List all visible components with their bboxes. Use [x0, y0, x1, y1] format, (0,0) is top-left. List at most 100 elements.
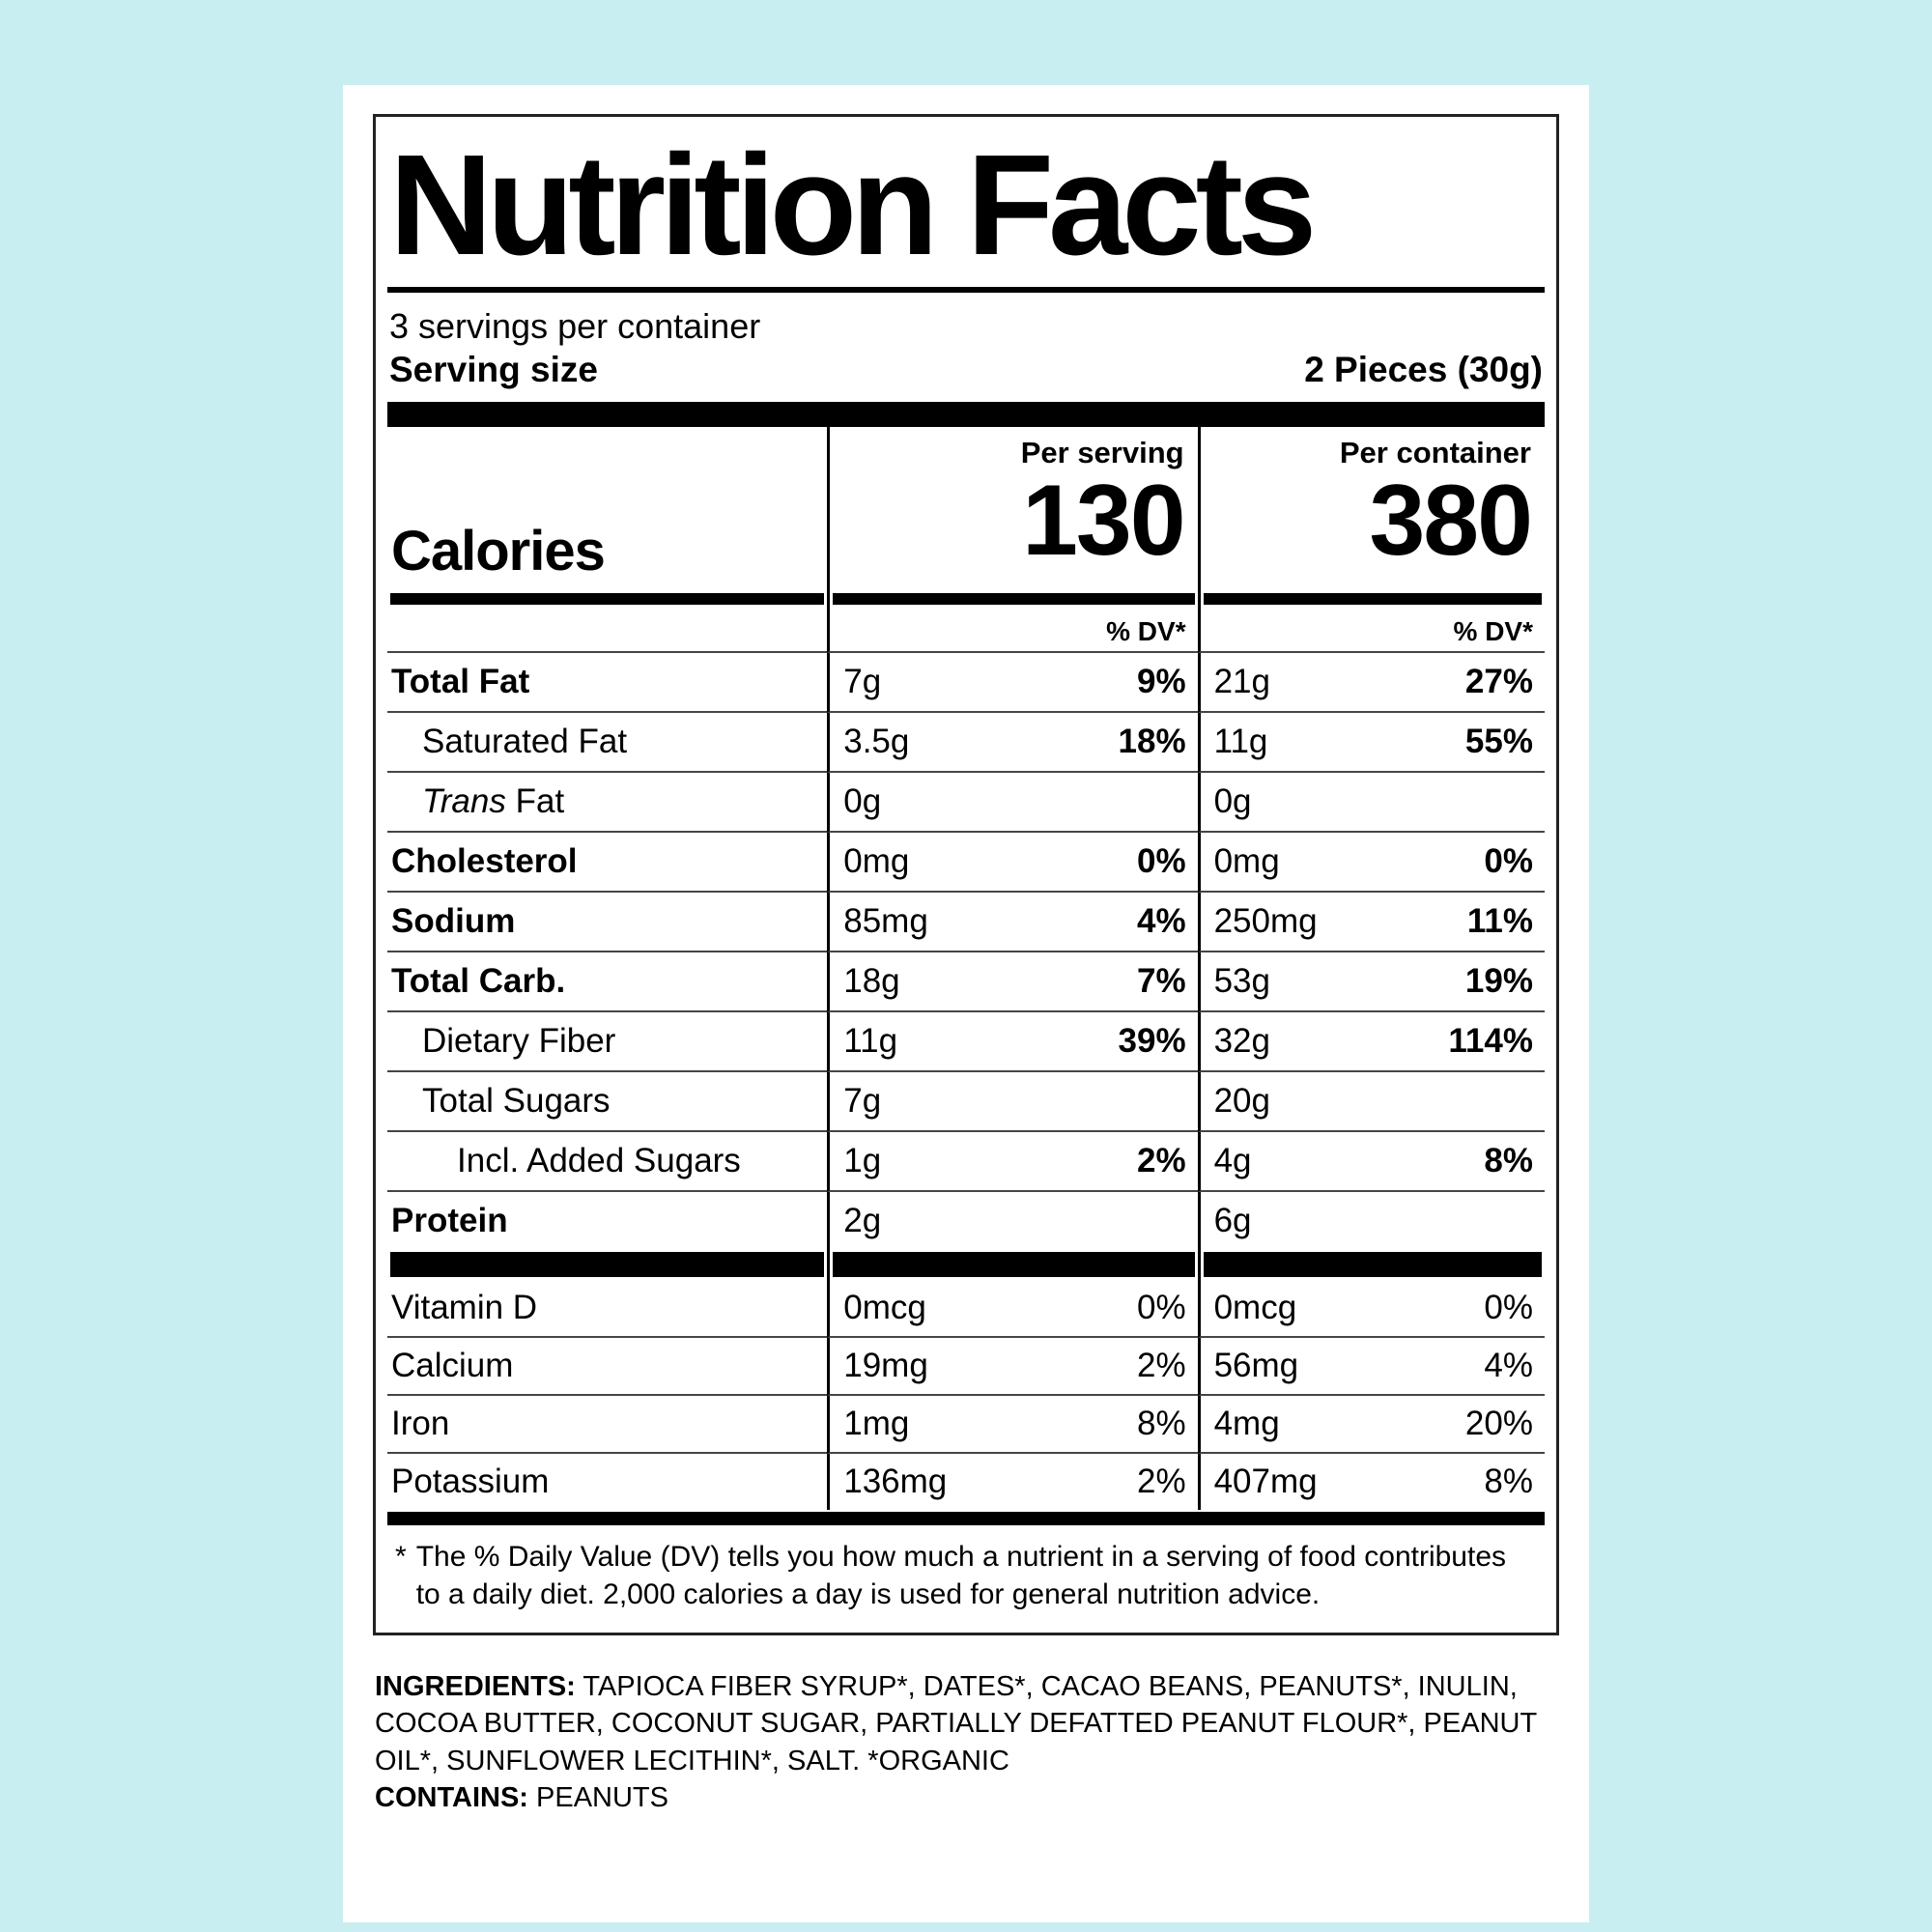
container-cell: 11g 55%	[1197, 713, 1545, 774]
container-amount: 20g	[1213, 1082, 1270, 1121]
serving-cell: 0mg 0%	[827, 833, 1198, 894]
serving-cell: 85mg 4%	[827, 893, 1198, 953]
trans-italic: Trans	[422, 782, 506, 821]
trans-rest: Fat	[505, 782, 565, 821]
serving-cell: 11g 39%	[827, 1012, 1198, 1073]
nutrient-row-trans-fat: Trans Fat 0g 0g	[387, 773, 1545, 834]
serving-cell: 1g 2%	[827, 1132, 1198, 1193]
calories-rule-right	[1197, 593, 1545, 606]
serving-amount: 0g	[843, 782, 882, 821]
container-dv: 55%	[1464, 723, 1533, 761]
serving-amount: 2g	[843, 1202, 882, 1240]
nutrient-name: Protein	[391, 1202, 508, 1240]
ingredients-label: INGREDIENTS:	[375, 1671, 576, 1703]
nutrient-row-sodium: Sodium 85mg 4% 250mg 11%	[387, 893, 1545, 953]
nutrient-row-dietary-fiber: Dietary Fiber 11g 39% 32g 114%	[387, 1012, 1545, 1073]
serving-cell: 19mg 2%	[827, 1338, 1198, 1397]
container-amount: 56mg	[1213, 1347, 1299, 1385]
container-cell: 0mcg 0%	[1197, 1280, 1545, 1339]
serving-amount: 19mg	[843, 1347, 928, 1385]
container-cell: 4mg 20%	[1197, 1396, 1545, 1455]
serving-dv: 2%	[1137, 1463, 1186, 1501]
container-amount: 11g	[1213, 723, 1268, 761]
serving-amount: 0mg	[843, 842, 910, 881]
nutrient-name: Saturated Fat	[387, 713, 828, 774]
container-cell: 6g	[1197, 1192, 1545, 1251]
container-dv: 19%	[1464, 962, 1533, 1001]
container-amount: 0mg	[1213, 842, 1280, 881]
micronutrient-name: Iron	[387, 1396, 828, 1455]
ingredients-line: INGREDIENTS: TAPIOCA FIBER SYRUP*, DATES…	[375, 1668, 1559, 1779]
serving-cell: 1mg 8%	[827, 1396, 1198, 1455]
nutrient-row-total-fat: Total Fat 7g 9% 21g 27%	[387, 653, 1545, 714]
container-amount: 32g	[1213, 1022, 1270, 1061]
container-amount: 0g	[1213, 782, 1252, 821]
nutrient-name: Dietary Fiber	[387, 1012, 828, 1073]
container-amount: 250mg	[1213, 902, 1318, 941]
serving-dv: 8%	[1137, 1405, 1186, 1443]
nutrient-name: Total Fat	[387, 653, 828, 714]
serving-size-row: Serving size 2 Pieces (30g)	[387, 346, 1545, 390]
nutrient-row-total-carb: Total Carb. 18g 7% 53g 19%	[387, 952, 1545, 1013]
dv-header-row: % DV* % DV*	[387, 605, 1545, 654]
micronutrient-row-iron: Iron 1mg 8% 4mg 20%	[387, 1396, 1545, 1455]
micro-separator-row	[387, 1250, 1545, 1281]
calories-rule-middle	[827, 593, 1197, 606]
container-amount: 6g	[1213, 1202, 1252, 1240]
container-dv: 27%	[1464, 663, 1533, 701]
container-cell: 32g 114%	[1197, 1012, 1545, 1073]
container-cell: 56mg 4%	[1197, 1338, 1545, 1397]
container-dv: 114%	[1448, 1022, 1533, 1061]
calories-per-serving-cell: Per serving 130	[827, 427, 1197, 594]
title-rule	[387, 287, 1545, 293]
container-cell: 20g	[1197, 1072, 1545, 1133]
serving-cell: 3.5g 18%	[827, 713, 1198, 774]
panel-title: Nutrition Facts	[389, 126, 1317, 285]
nutrient-row-saturated-fat: Saturated Fat 3.5g 18% 11g 55%	[387, 713, 1545, 774]
serving-dv: 9%	[1137, 663, 1186, 701]
serving-amount: 136mg	[843, 1463, 948, 1501]
container-amount: 4mg	[1213, 1405, 1280, 1443]
container-cell: 407mg 8%	[1197, 1454, 1545, 1511]
serving-cell: 0mcg 0%	[827, 1280, 1198, 1339]
nutrition-facts-panel: Nutrition Facts 3 servings per container…	[373, 114, 1559, 1636]
label-card: Nutrition Facts 3 servings per container…	[343, 85, 1589, 1922]
nutrient-name: Trans Fat	[387, 773, 828, 834]
container-cell: 250mg 11%	[1197, 893, 1545, 953]
container-cell: 4g 8%	[1197, 1132, 1545, 1193]
micronutrient-name: Potassium	[391, 1463, 550, 1501]
separator-right	[1197, 1250, 1545, 1281]
footnote-text: The % Daily Value (DV) tells you how muc…	[415, 1541, 1507, 1610]
separator-middle	[827, 1250, 1197, 1281]
separator-bar-thick	[387, 402, 1545, 428]
container-amount: 0mcg	[1213, 1289, 1297, 1327]
nutrient-name: Total Carb.	[387, 952, 828, 1013]
serving-amount: 11g	[843, 1022, 898, 1061]
dv-header-serving: % DV*	[827, 605, 1198, 654]
per-container-header: Per container	[1339, 436, 1531, 470]
calories-row: Calories Per serving 130 Per container 3…	[387, 427, 1545, 594]
container-dv: 0%	[1484, 842, 1533, 881]
nutrient-row-added-sugars: Incl. Added Sugars 1g 2% 4g 8%	[387, 1132, 1545, 1193]
separator-left	[387, 1250, 827, 1280]
calories-per-container-value: 380	[1369, 465, 1533, 578]
calories-per-container-cell: Per container 380	[1197, 427, 1545, 594]
nutrient-row-total-sugars: Total Sugars 7g 20g	[387, 1072, 1545, 1133]
container-dv: 8%	[1484, 1142, 1533, 1180]
calories-rule-left	[387, 593, 827, 606]
nutrient-row-cholesterol: Cholesterol 0mg 0% 0mg 0%	[387, 833, 1545, 894]
serving-cell: 7g 9%	[827, 653, 1198, 714]
container-dv: 4%	[1484, 1347, 1533, 1385]
container-cell: 21g 27%	[1197, 653, 1545, 714]
serving-amount: 1mg	[843, 1405, 910, 1443]
footnote-separator-bar	[387, 1512, 1545, 1526]
container-amount: 21g	[1213, 663, 1270, 701]
nutrient-name: Cholesterol	[387, 833, 828, 894]
container-dv: 11%	[1466, 902, 1533, 941]
ingredients-text: TAPIOCA FIBER SYRUP*, DATES*, CACAO BEAN…	[375, 1671, 1537, 1776]
nutrient-name: Incl. Added Sugars	[387, 1132, 828, 1193]
container-cell: 0g	[1197, 773, 1545, 834]
container-dv: 8%	[1484, 1463, 1533, 1501]
serving-dv: 39%	[1118, 1022, 1186, 1061]
serving-dv: 2%	[1137, 1142, 1186, 1180]
